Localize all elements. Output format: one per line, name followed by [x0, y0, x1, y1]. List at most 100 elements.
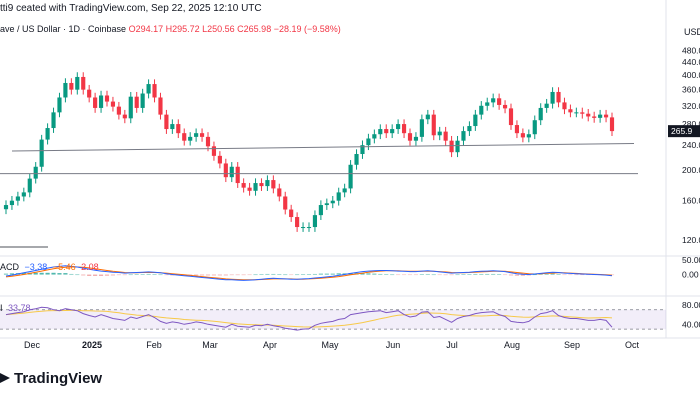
last-price-label: 265.9 [671, 126, 693, 136]
macd-histogram-bar [194, 274, 199, 276]
macd-histogram-bar [574, 274, 579, 276]
macd-histogram-bar [520, 274, 525, 276]
macd-histogram-bar [122, 274, 127, 276]
price-tick-label: 240.00 [682, 140, 700, 150]
candle-body [461, 131, 466, 141]
candle-body [283, 196, 288, 210]
time-tick-label: May [321, 340, 339, 350]
candle-body [497, 98, 502, 105]
candle-body [324, 203, 329, 206]
candle-body [277, 188, 282, 197]
price-tick-label: 320.00 [682, 101, 700, 111]
candle-body [182, 133, 187, 141]
candle-body [87, 89, 92, 98]
macd-histogram-bar [57, 273, 62, 275]
candle-body [366, 138, 371, 146]
macd-histogram-bar [544, 273, 549, 275]
macd-histogram-bar [401, 274, 407, 276]
macd-histogram-bar [33, 272, 38, 275]
candle-body [98, 95, 104, 108]
rsi-legend: I 33.78 [0, 303, 31, 313]
candle-body [235, 166, 240, 184]
macd-label: ACD [0, 262, 20, 272]
candle-body [431, 114, 436, 136]
time-tick-label: Dec [24, 340, 41, 350]
candle-body [3, 205, 9, 210]
candle-body [348, 164, 353, 189]
rsi-tick-label: 40.00 [682, 319, 700, 329]
candle-body [443, 131, 448, 141]
macd-histogram-bar [514, 274, 520, 276]
candle-body [170, 124, 175, 130]
macd-histogram-bar [289, 274, 294, 276]
candle-body [39, 139, 44, 167]
candle-body [199, 133, 205, 137]
macd-histogram-bar [229, 274, 234, 276]
rsi-tick-label: 80.00 [682, 300, 700, 310]
time-tick-label: Mar [202, 340, 218, 350]
macd-histogram-bar [550, 273, 555, 275]
price-tick-label: 200.00 [682, 165, 700, 175]
macd-histogram-bar [336, 273, 341, 275]
macd-histogram-bar [568, 274, 573, 276]
macd-histogram-bar [532, 274, 537, 276]
macd-tick-label: 50.00 [682, 255, 700, 265]
price-tick-label: 400.00 [682, 70, 700, 80]
candle-body [330, 200, 335, 204]
candle-body [45, 128, 50, 140]
tradingview-logo-icon [0, 373, 10, 383]
candle-body [306, 227, 312, 229]
candle-body [342, 188, 347, 193]
candle-body [134, 96, 139, 108]
macd-histogram-bar [502, 274, 508, 276]
candle-body [27, 178, 32, 193]
macd-histogram-bar [413, 274, 419, 276]
macd-histogram-bar [253, 274, 258, 276]
macd-histogram-bar [277, 274, 282, 275]
candle-body [21, 192, 26, 197]
candle-body [449, 140, 454, 153]
candle-body [81, 76, 86, 90]
candle-body [538, 107, 543, 121]
candle-body [63, 82, 68, 98]
macd-signal-value: −5.46 [52, 262, 76, 272]
logo-text: TradingView [14, 370, 103, 387]
candle-body [568, 109, 573, 113]
macd-histogram-bar [271, 273, 276, 275]
macd-histogram-bar [9, 273, 15, 275]
candle-body [378, 129, 383, 135]
macd-histogram-bar [87, 274, 92, 276]
candle-body [75, 76, 80, 90]
macd-histogram-bar [235, 274, 240, 276]
candle-body [603, 114, 609, 118]
macd-histogram-bar [491, 273, 496, 275]
candle-body [360, 145, 365, 155]
macd-histogram-bar [461, 274, 466, 275]
candle-body [556, 91, 561, 103]
macd-histogram-bar [330, 273, 335, 275]
macd-histogram-bar [75, 274, 80, 276]
macd-histogram-bar [318, 273, 323, 275]
macd-histogram-bar [449, 274, 454, 276]
candle-body [51, 112, 56, 129]
time-tick-label: Apr [263, 340, 277, 350]
candle-body [128, 96, 133, 119]
price-tick-label: 440.00 [682, 57, 700, 67]
candle-body [93, 97, 98, 108]
candle-body [425, 114, 430, 120]
candle-body [122, 114, 127, 119]
macd-histogram-bar [134, 274, 139, 275]
macd-histogram-bar [473, 273, 478, 275]
macd-histogram-bar [217, 274, 222, 276]
candle-body [188, 136, 193, 141]
macd-histogram-bar [580, 274, 585, 276]
candle-body [158, 97, 163, 115]
time-tick-label: Jul [446, 340, 458, 350]
macd-histogram-bar [396, 274, 401, 276]
candle-body [110, 101, 116, 107]
macd-histogram-bar [211, 274, 217, 276]
candle-body [57, 97, 62, 113]
candle-body [502, 104, 508, 109]
time-tick-label: Jun [386, 340, 401, 350]
